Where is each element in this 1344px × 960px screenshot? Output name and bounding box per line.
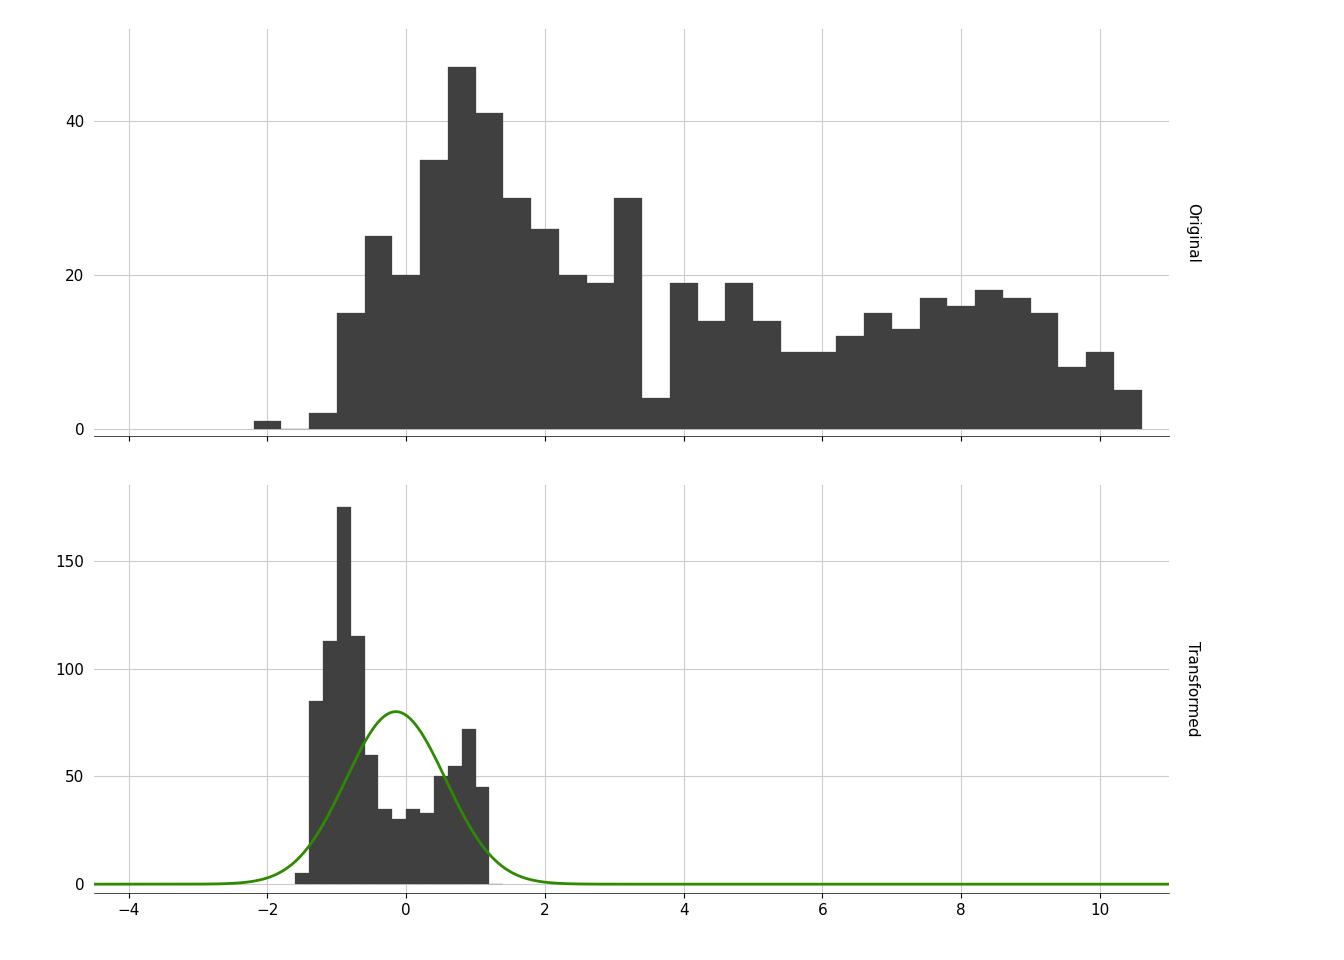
Bar (1086, 351, 1114, 429)
Bar (337, 507, 351, 884)
Bar (364, 236, 392, 429)
Bar (892, 328, 919, 429)
Bar (1003, 298, 1031, 429)
Bar (531, 228, 559, 429)
Bar (504, 198, 531, 429)
Bar (296, 874, 309, 884)
Bar (421, 813, 434, 884)
Bar (309, 413, 337, 429)
Bar (323, 640, 337, 884)
Bar (462, 729, 476, 884)
Bar (448, 765, 462, 884)
Bar (642, 397, 669, 429)
Bar (586, 282, 614, 429)
Bar (726, 282, 753, 429)
Text: Transformed: Transformed (1185, 641, 1200, 736)
Bar (476, 787, 489, 884)
Bar (351, 636, 364, 884)
Bar (836, 336, 864, 429)
Bar (669, 282, 698, 429)
Bar (698, 321, 726, 429)
Bar (392, 820, 406, 884)
Bar (379, 808, 392, 884)
Bar (919, 298, 948, 429)
Bar (1031, 313, 1058, 429)
Bar (364, 755, 379, 884)
Bar (974, 290, 1003, 429)
Bar (309, 701, 323, 884)
Bar (1114, 390, 1141, 429)
Bar (434, 777, 448, 884)
Bar (476, 113, 504, 429)
Bar (392, 275, 421, 429)
Text: Original: Original (1185, 203, 1200, 262)
Bar (948, 305, 974, 429)
Bar (559, 275, 586, 429)
Bar (448, 67, 476, 429)
Bar (614, 198, 642, 429)
Bar (406, 808, 421, 884)
Bar (809, 351, 836, 429)
Bar (864, 313, 892, 429)
Bar (254, 421, 281, 429)
Bar (337, 313, 364, 429)
Bar (781, 351, 809, 429)
Bar (753, 321, 781, 429)
Bar (421, 159, 448, 429)
Bar (1058, 367, 1086, 429)
